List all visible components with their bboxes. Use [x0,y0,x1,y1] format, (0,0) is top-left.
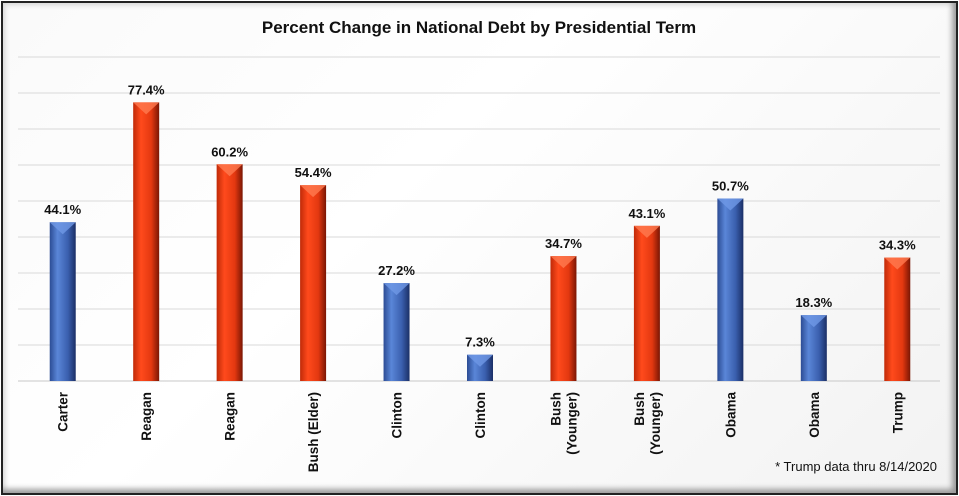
bar [717,198,744,381]
bar-cap [133,102,160,115]
bar [633,225,660,381]
category-label: Reagan [139,392,154,441]
bar [133,102,160,382]
category-label: Bush [632,392,647,426]
category-labels: Carter Reagan Reagan Bush (Elder) Clinton Cli… [56,391,906,472]
bar-cap [633,225,660,238]
category-label: Trump [890,392,905,433]
category-label: Bush (Elder) [306,392,321,472]
bar-cap [800,315,827,328]
bar [49,222,76,381]
bar-cap [49,222,76,235]
data-label: 43.1% [628,206,665,221]
bar-cap [884,257,911,270]
category-label: Obama [807,392,822,438]
bar-cap [216,164,243,177]
category-label: (Younger) [648,392,663,455]
category-label: Carter [56,391,71,432]
bar-cap [467,354,493,367]
bar-cap [550,256,577,269]
data-label: 18.3% [795,295,832,310]
category-label: Clinton [390,392,405,439]
bar-cap [300,185,327,198]
data-labels: 44.1% 77.4% 60.2% 54.4% 27.2% 7.3% 34.7% 43.1% 5… [44,82,916,349]
data-label: 7.3% [465,335,495,350]
chart-title: Percent Change in National Debt by Presi… [262,18,696,37]
bar-cap [383,283,410,296]
bar [300,185,327,381]
bar [884,257,911,381]
bar [383,283,410,381]
data-label: 27.2% [378,263,415,278]
bars [49,102,911,382]
data-label: 34.7% [545,236,582,251]
bar [550,256,577,381]
data-label: 77.4% [128,82,165,97]
category-label: (Younger) [564,392,579,455]
bar-cap [717,198,744,211]
data-label: 54.4% [295,165,332,180]
footnote: * Trump data thru 8/14/2020 [775,459,937,474]
data-label: 34.3% [879,238,916,253]
data-label: 50.7% [712,178,749,193]
category-label: Obama [723,392,738,438]
gridlines [18,56,940,382]
category-label: Reagan [223,392,238,441]
data-label: 60.2% [211,144,248,159]
data-label: 44.1% [44,202,81,217]
category-label: Bush [548,392,563,426]
category-label: Clinton [473,392,488,439]
bar [216,164,243,381]
